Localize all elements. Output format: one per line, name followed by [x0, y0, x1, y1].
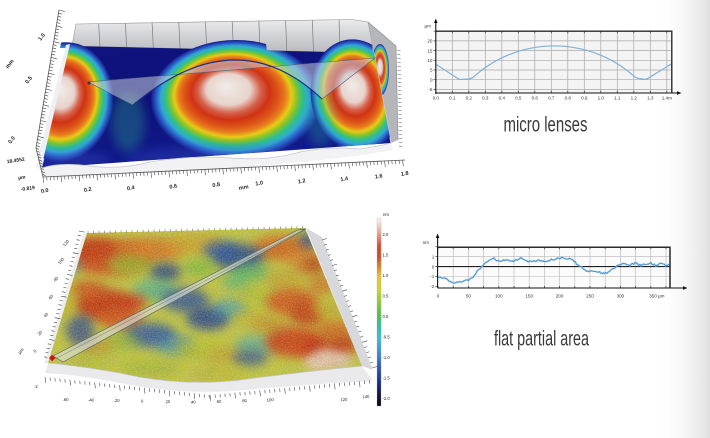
- svg-text:-60: -60: [62, 397, 69, 402]
- svg-text:µm: µm: [425, 24, 432, 29]
- svg-text:1.0: 1.0: [383, 273, 389, 278]
- svg-text:1.0: 1.0: [37, 33, 46, 43]
- svg-text:0.4: 0.4: [127, 185, 136, 192]
- svg-text:0.3: 0.3: [482, 96, 489, 101]
- svg-text:100: 100: [495, 294, 503, 299]
- svg-text:1.1: 1.1: [614, 96, 621, 101]
- svg-text:-5: -5: [428, 87, 433, 92]
- svg-text:1.6: 1.6: [375, 173, 384, 180]
- svg-text:20: 20: [36, 329, 43, 336]
- svg-text:60: 60: [47, 293, 54, 300]
- svg-text:100: 100: [57, 256, 66, 265]
- svg-text:flat partial area: flat partial area: [494, 327, 589, 351]
- svg-text:-0.819: -0.819: [20, 185, 35, 193]
- svg-text:0.6: 0.6: [532, 96, 539, 101]
- svg-text:0.5: 0.5: [515, 96, 522, 101]
- svg-text:80: 80: [52, 275, 59, 282]
- svg-text:1.8: 1.8: [401, 171, 410, 178]
- svg-text:1: 1: [432, 254, 435, 259]
- svg-text:1.0: 1.0: [598, 96, 605, 101]
- svg-text:0.0: 0.0: [7, 136, 16, 146]
- svg-text:mm: mm: [5, 59, 16, 70]
- svg-text:0.7: 0.7: [548, 96, 555, 101]
- svg-text:1.3: 1.3: [647, 96, 654, 101]
- svg-text:0.5: 0.5: [383, 294, 389, 299]
- svg-text:0.9: 0.9: [581, 96, 588, 101]
- svg-text:15: 15: [427, 48, 433, 53]
- svg-text:0.8: 0.8: [212, 182, 221, 189]
- svg-text:-1.5: -1.5: [383, 376, 391, 381]
- svg-text:mm: mm: [238, 184, 249, 192]
- svg-text:60: 60: [216, 399, 222, 404]
- svg-text:0.5: 0.5: [24, 76, 33, 86]
- svg-text:100: 100: [267, 397, 275, 403]
- svg-text:1.4: 1.4: [340, 176, 349, 183]
- svg-text:40: 40: [42, 311, 49, 318]
- svg-text:18.4552: 18.4552: [6, 157, 25, 165]
- svg-text:1.4m: 1.4m: [662, 96, 672, 101]
- svg-text:1.5: 1.5: [383, 253, 389, 258]
- svg-text:150: 150: [525, 294, 533, 299]
- svg-text:µm: µm: [17, 347, 25, 355]
- svg-text:200: 200: [556, 294, 564, 299]
- svg-text:µm: µm: [18, 174, 27, 181]
- svg-text:0.0: 0.0: [383, 314, 389, 319]
- svg-text:-2: -2: [34, 384, 39, 389]
- svg-text:0.8: 0.8: [565, 96, 572, 101]
- svg-text:350 µm: 350 µm: [649, 294, 665, 299]
- svg-text:80: 80: [242, 398, 248, 403]
- svg-text:20: 20: [165, 399, 171, 404]
- svg-text:-0.5: -0.5: [383, 335, 391, 340]
- svg-text:0: 0: [437, 294, 440, 299]
- svg-text:0.0: 0.0: [41, 188, 50, 195]
- svg-text:5: 5: [430, 68, 433, 73]
- svg-text:120: 120: [340, 397, 348, 403]
- svg-text:-2: -2: [430, 284, 435, 289]
- svg-text:2.0: 2.0: [383, 232, 389, 237]
- svg-text:nm: nm: [423, 240, 430, 245]
- svg-text:0.2: 0.2: [466, 96, 473, 101]
- svg-text:0: 0: [32, 348, 38, 354]
- svg-text:10: 10: [427, 58, 433, 63]
- svg-text:1.2: 1.2: [298, 178, 307, 185]
- svg-text:300: 300: [617, 294, 625, 299]
- svg-text:-2.0: -2.0: [383, 396, 391, 401]
- svg-text:-40: -40: [88, 397, 95, 402]
- svg-text:1.0: 1.0: [255, 180, 264, 187]
- svg-text:0.1: 0.1: [449, 96, 456, 101]
- svg-text:0: 0: [141, 398, 144, 403]
- svg-text:0.2: 0.2: [84, 187, 93, 194]
- svg-text:120: 120: [62, 238, 71, 247]
- svg-text:0.6: 0.6: [169, 183, 178, 190]
- svg-text:0: 0: [432, 264, 435, 269]
- svg-text:-20: -20: [113, 398, 120, 403]
- svg-text:40: 40: [191, 399, 197, 404]
- svg-text:micro lenses: micro lenses: [504, 113, 588, 137]
- svg-text:1.2: 1.2: [631, 96, 638, 101]
- svg-text:250: 250: [586, 294, 594, 299]
- svg-text:0: 0: [430, 77, 433, 82]
- svg-text:0.0: 0.0: [433, 96, 440, 101]
- svg-text:140: 140: [362, 394, 370, 400]
- svg-text:-1.0: -1.0: [383, 355, 391, 360]
- svg-text:0.4: 0.4: [499, 96, 506, 101]
- svg-text:20: 20: [427, 39, 433, 44]
- svg-text:50: 50: [466, 294, 472, 299]
- svg-text:nm: nm: [383, 212, 389, 217]
- svg-text:-1: -1: [430, 274, 435, 279]
